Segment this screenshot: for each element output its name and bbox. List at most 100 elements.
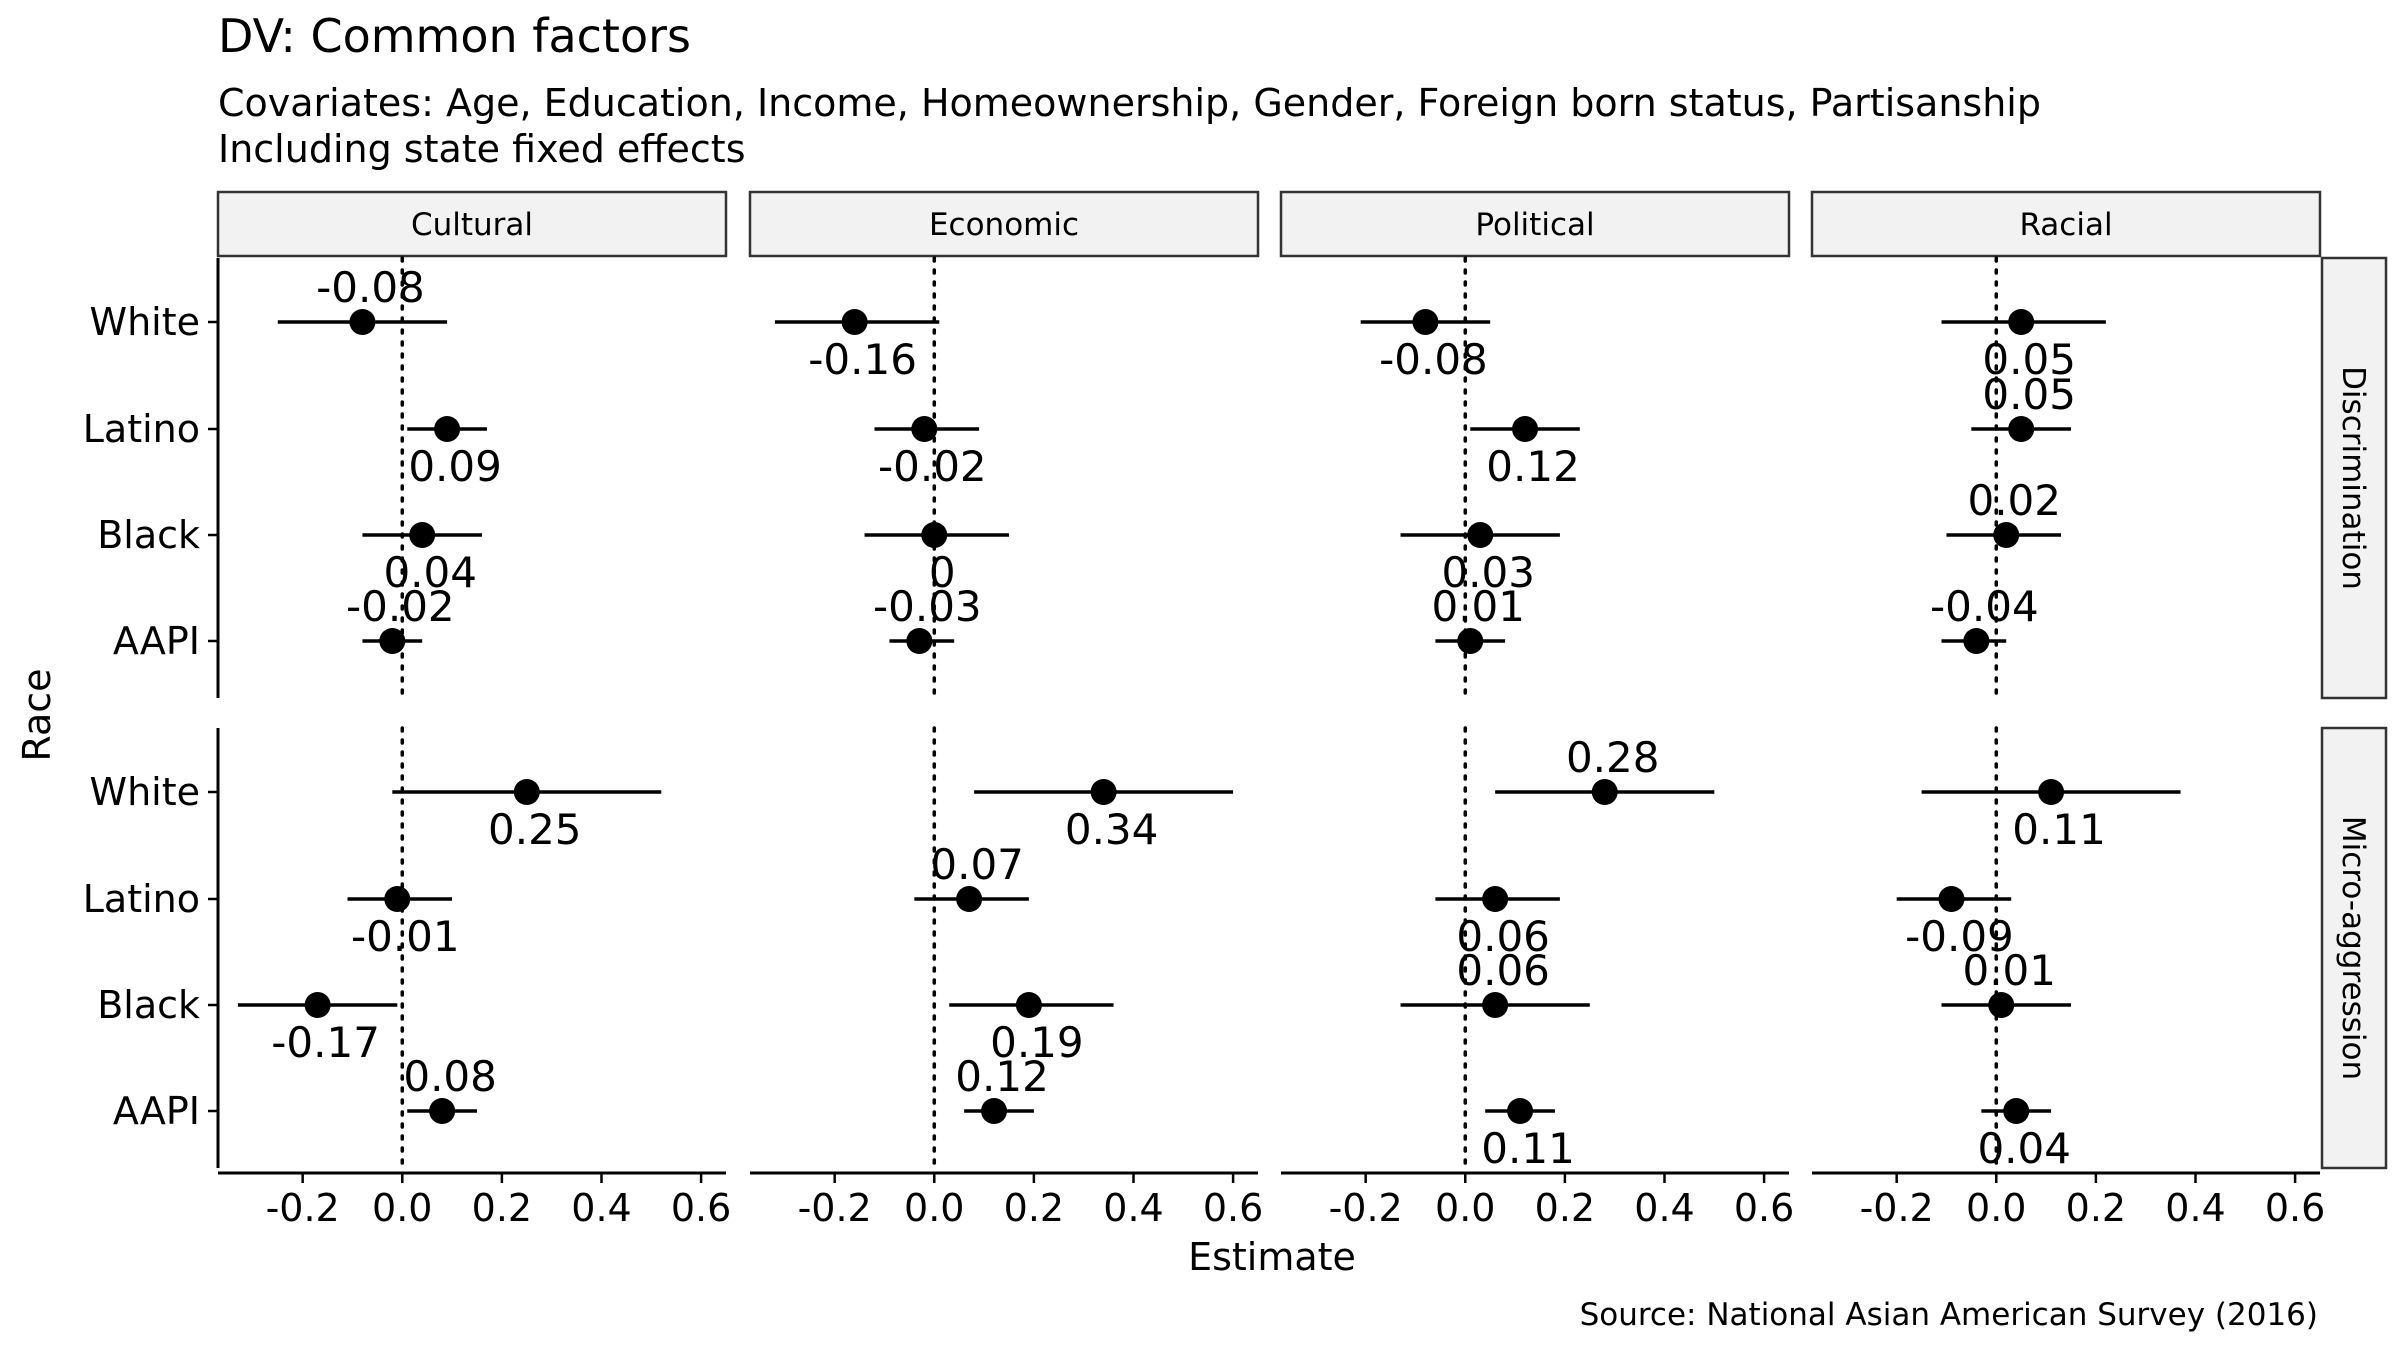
estimate-point xyxy=(911,416,938,442)
estimate-label: 0.06 xyxy=(1456,912,1550,961)
estimate-point xyxy=(1938,886,1965,912)
estimate-point xyxy=(1467,522,1494,548)
estimate-point xyxy=(2008,309,2035,335)
estimate-point xyxy=(1993,522,2020,548)
estimate-label: 0.01 xyxy=(1962,946,2056,995)
estimate-label: -0.02 xyxy=(878,442,987,491)
estimate-label: -0.08 xyxy=(1379,335,1488,384)
estimate-label: -0.17 xyxy=(271,1018,380,1067)
facet-strip-label: Political xyxy=(1475,207,1594,243)
estimate-point xyxy=(1512,416,1539,442)
estimate-point xyxy=(921,522,948,548)
estimate-point xyxy=(1412,309,1439,335)
estimate-point xyxy=(379,628,406,654)
estimate-point xyxy=(1015,992,1042,1018)
x-tick-label: 0.2 xyxy=(472,1186,532,1230)
facet-strip-cultural xyxy=(216,190,728,258)
estimate-label: -0.03 xyxy=(873,582,982,631)
estimate-point xyxy=(513,779,540,805)
estimate-label: 0.19 xyxy=(990,1018,1084,1067)
estimate-point xyxy=(2008,416,2035,442)
x-tick-label: 0.4 xyxy=(571,1186,631,1230)
estimate-label: -0.16 xyxy=(808,335,917,384)
estimate-point xyxy=(1457,628,1484,654)
x-tick-label: 0.6 xyxy=(2265,1186,2325,1230)
estimate-label: 0.02 xyxy=(1967,476,2061,525)
facet-strip-political xyxy=(1279,190,1791,258)
estimate-label: 0.05 xyxy=(1982,370,2076,419)
estimate-point xyxy=(1591,779,1618,805)
x-tick-label: 0.4 xyxy=(1103,1186,1163,1230)
estimate-point xyxy=(1482,992,1509,1018)
estimate-label: 0.05 xyxy=(1982,335,2076,384)
estimate-label: 0.11 xyxy=(1481,1124,1575,1173)
facet-strip-racial xyxy=(1810,190,2322,258)
estimate-point xyxy=(981,1098,1008,1124)
x-tick-label: 0.0 xyxy=(904,1186,964,1230)
chart-title: DV: Common factors xyxy=(218,9,691,63)
estimate-label: 0.12 xyxy=(1486,442,1580,491)
x-tick-label: 0.4 xyxy=(2165,1186,2225,1230)
x-tick-label: 0.0 xyxy=(372,1186,432,1230)
estimate-label: 0.09 xyxy=(408,442,502,491)
facet-strip-label: Cultural xyxy=(411,207,533,243)
estimate-point xyxy=(434,416,461,442)
x-tick-label: 0.0 xyxy=(1966,1186,2026,1230)
estimate-label: 0.04 xyxy=(383,548,477,597)
x-axis-title: Estimate xyxy=(1188,1235,1356,1279)
y-tick-label: White xyxy=(90,300,201,344)
estimate-point xyxy=(409,522,436,548)
estimate-label: 0.08 xyxy=(403,1052,497,1101)
x-tick-label: 0.0 xyxy=(1435,1186,1495,1230)
estimate-point xyxy=(1963,628,1990,654)
estimate-point xyxy=(384,886,411,912)
estimate-label: 0.28 xyxy=(1566,733,1660,782)
y-tick-label: White xyxy=(90,770,201,814)
facet-strip-label: Economic xyxy=(929,207,1079,243)
estimate-point xyxy=(1482,886,1509,912)
x-tick-label: 0.2 xyxy=(2066,1186,2126,1230)
estimate-label: 0.25 xyxy=(488,805,582,854)
estimate-label: 0.07 xyxy=(930,840,1024,889)
x-tick-label: 0.2 xyxy=(1535,1186,1595,1230)
facet-strip-label: Discrimination xyxy=(2335,366,2371,590)
facet-strip-micro-aggression xyxy=(2320,726,2388,1170)
x-tick-label: -0.2 xyxy=(1860,1186,1934,1230)
estimate-point xyxy=(429,1098,456,1124)
estimate-point xyxy=(1090,779,1117,805)
estimate-label: -0.09 xyxy=(1905,912,2014,961)
estimate-label: -0.08 xyxy=(316,263,425,312)
estimate-point xyxy=(841,309,868,335)
chart-caption: Source: National Asian American Survey (… xyxy=(1580,1297,2318,1333)
estimate-point xyxy=(1507,1098,1534,1124)
estimate-label: -0.01 xyxy=(351,912,460,961)
estimate-label: 0 xyxy=(929,548,956,597)
facet-strip-economic xyxy=(748,190,1260,258)
estimate-point xyxy=(906,628,933,654)
x-tick-label: 0.6 xyxy=(1203,1186,1263,1230)
estimate-label: 0.06 xyxy=(1456,946,1550,995)
x-tick-label: -0.2 xyxy=(266,1186,340,1230)
estimate-point xyxy=(304,992,331,1018)
facet-strip-label: Micro-aggression xyxy=(2335,816,2371,1080)
x-tick-label: 0.6 xyxy=(671,1186,731,1230)
estimate-label: 0.04 xyxy=(1977,1124,2071,1173)
estimate-label: -0.02 xyxy=(346,582,455,631)
x-tick-label: 0.4 xyxy=(1634,1186,1694,1230)
estimate-label: 0.11 xyxy=(2012,805,2106,854)
facet-strip-discrimination xyxy=(2320,256,2388,700)
y-tick-label: AAPI xyxy=(113,619,200,663)
y-tick-label: Black xyxy=(97,983,200,1027)
estimate-label: 0.12 xyxy=(955,1052,1049,1101)
x-tick-label: -0.2 xyxy=(798,1186,872,1230)
y-tick-label: Latino xyxy=(83,877,200,921)
estimate-point xyxy=(349,309,376,335)
plot-area: Cultural Economic Political Racial Discrimin… xyxy=(83,190,2388,1230)
estimate-point xyxy=(2038,779,2065,805)
estimate-label: 0.03 xyxy=(1441,548,1535,597)
chart-subtitle-line-2: Including state fixed effects xyxy=(218,127,746,171)
facet-strip-label: Racial xyxy=(2019,207,2112,243)
y-tick-label: Latino xyxy=(83,407,200,451)
y-tick-label: Black xyxy=(97,513,200,557)
